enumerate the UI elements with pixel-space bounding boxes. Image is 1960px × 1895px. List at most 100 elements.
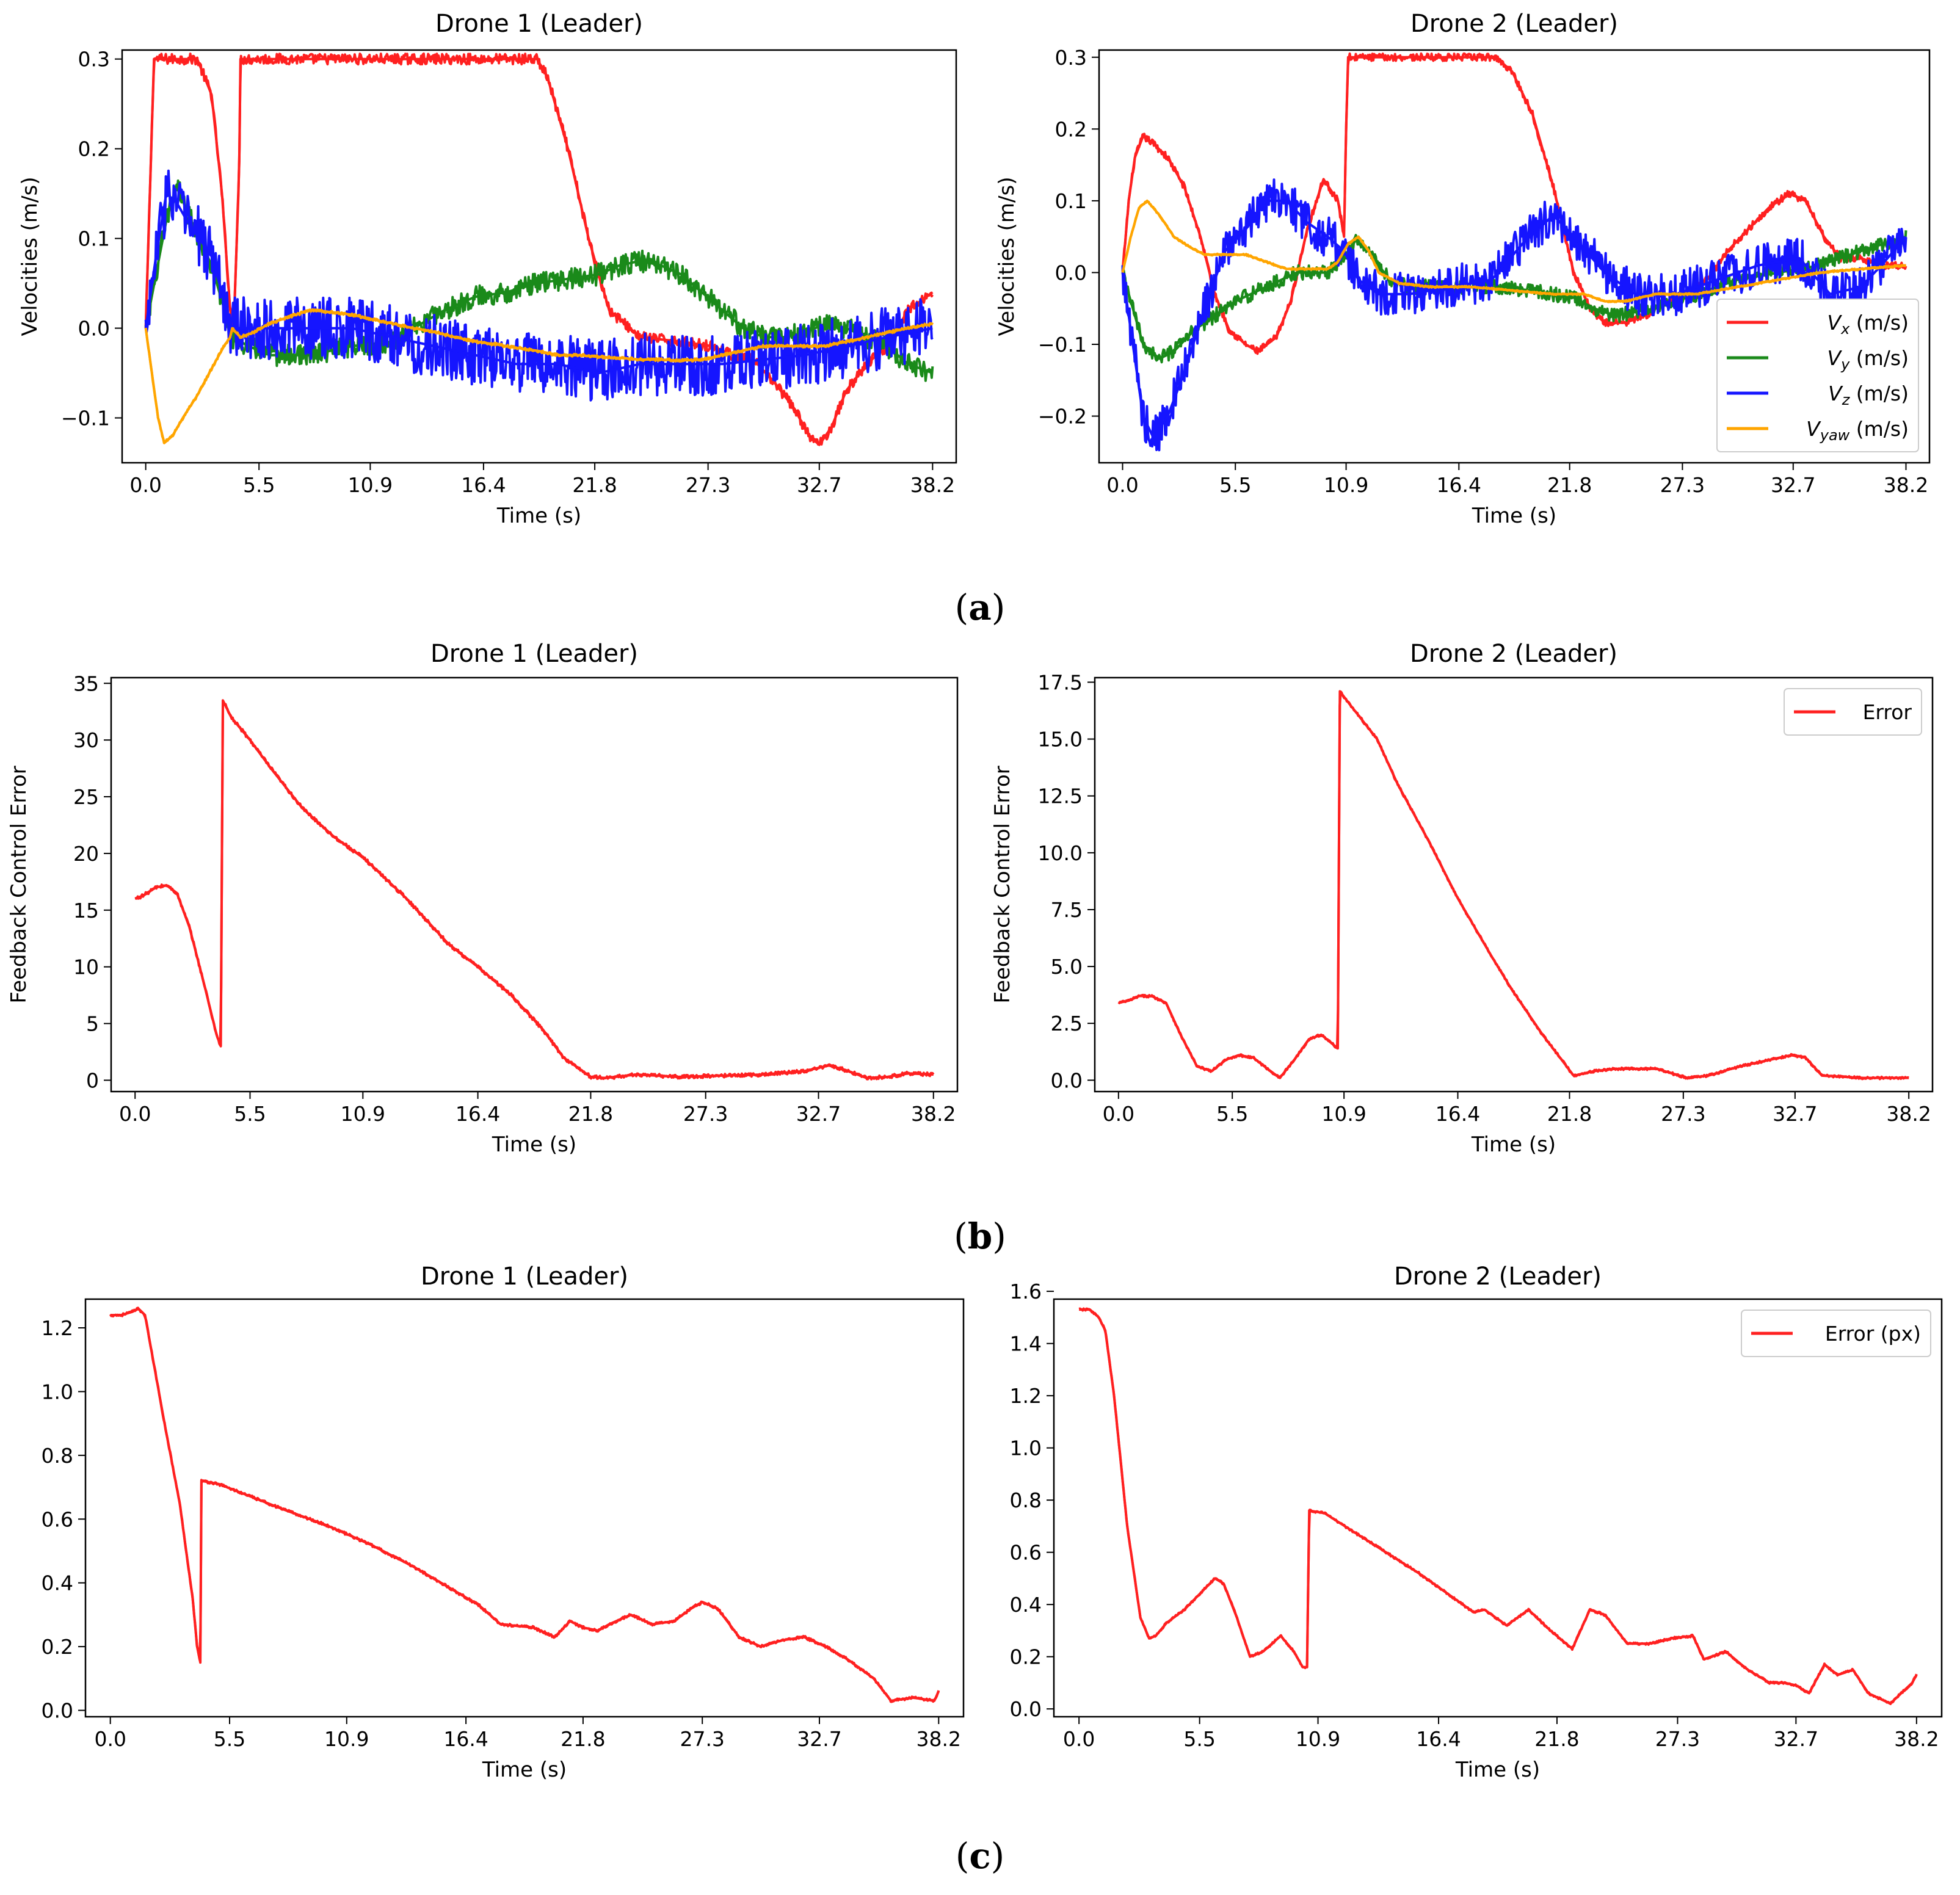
x-tick-label: 10.9 <box>1296 1727 1340 1751</box>
x-tick-label: 38.2 <box>1886 1102 1931 1126</box>
y-tick-label: 0.6 <box>42 1507 73 1531</box>
series-line-err <box>134 700 935 1081</box>
y-tick-label: 20 <box>73 842 99 866</box>
y-tick-label: 0.0 <box>78 317 110 341</box>
y-tick-label: 0.3 <box>1055 46 1087 70</box>
y-tick-label: −0.1 <box>61 407 110 430</box>
y-axis-label: Velocities (m/s) <box>18 177 42 336</box>
x-tick-label: 16.4 <box>456 1102 500 1126</box>
legend: Vx (m/s) Vy (m/s) Vz (m/s) Vyaw (m/s) <box>1716 299 1919 452</box>
series-knots-vyaw <box>1121 199 1906 303</box>
y-tick-label: 35 <box>73 672 99 695</box>
x-tick-label: 27.3 <box>1660 473 1705 497</box>
chart-title: Drone 1 (Leader) <box>435 10 643 38</box>
plot-frame <box>1098 49 1931 464</box>
chart-b1: Drone 1 (Leader) 0.0 5.5 10.9 16.4 21.8 27.3 32… <box>7 640 959 1157</box>
series-knots-err <box>1079 1308 1918 1705</box>
plot-frame <box>1094 676 1934 1093</box>
x-tick-label: 16.4 <box>1416 1727 1461 1751</box>
legend: Error (px) <box>1741 1310 1931 1357</box>
x-tick-label: 21.8 <box>568 1102 613 1126</box>
y-tick-label: 1.2 <box>42 1316 73 1340</box>
x-tick-label: 0.0 <box>1103 1102 1134 1126</box>
x-tick-label: 21.8 <box>1534 1727 1579 1751</box>
y-tick-label: 1.4 <box>1010 1332 1042 1356</box>
x-tick-label: 27.3 <box>680 1727 724 1751</box>
x-tick-label: 10.9 <box>1321 1102 1366 1126</box>
x-tick-label: 5.5 <box>1219 473 1251 497</box>
y-tick-label: 0.2 <box>78 137 110 161</box>
chart-b2: Drone 2 (Leader) 0.0 5.5 10.9 16.4 21.8 27.3 32… <box>990 640 1934 1157</box>
x-tick-label: 38.2 <box>916 1727 961 1751</box>
series-knots-vyaw <box>144 309 933 444</box>
y-tick-label: 0.8 <box>42 1444 73 1468</box>
legend-box <box>1784 688 1922 736</box>
x-axis-label: Time (s) <box>1455 1758 1540 1782</box>
y-tick-label: 5 <box>86 1012 99 1036</box>
x-tick-label: 5.5 <box>214 1727 245 1751</box>
chart-title: Drone 2 (Leader) <box>1410 10 1618 38</box>
y-tick-label: 0.1 <box>1055 189 1087 213</box>
x-tick-label: 32.7 <box>1774 1727 1818 1751</box>
x-tick-label: 16.4 <box>1437 473 1481 497</box>
series-knots-vz <box>1121 199 1907 439</box>
y-tick-label: 0.8 <box>1010 1488 1042 1512</box>
x-tick-label: 10.9 <box>348 473 393 497</box>
y-tick-label: 0 <box>86 1068 99 1092</box>
chart-a2: Drone 2 (Leader) 0.0 5.5 10.9 16.4 21.8 27.3 32… <box>995 10 1931 528</box>
series-knots-vz <box>144 192 933 374</box>
series-knots-err <box>1118 690 1909 1079</box>
x-tick-label: 21.8 <box>572 473 617 497</box>
y-tick-label: 0.4 <box>1010 1593 1042 1617</box>
y-tick-label: 17.5 <box>1038 670 1083 694</box>
x-tick-label: 5.5 <box>243 473 275 497</box>
chart-title: Drone 1 (Leader) <box>421 1263 628 1291</box>
x-tick-label: 0.0 <box>1106 473 1138 497</box>
y-tick-label: 15 <box>73 899 99 922</box>
x-tick-label: 32.7 <box>797 1727 841 1751</box>
x-tick-label: 16.4 <box>1436 1102 1480 1126</box>
y-tick-label: 10 <box>73 955 99 979</box>
x-axis-label: Time (s) <box>496 504 581 528</box>
y-tick-label: 0.1 <box>78 227 110 251</box>
x-tick-label: 16.4 <box>443 1727 488 1751</box>
plot-frame <box>110 676 959 1093</box>
y-axis-label: Feedback Control Error <box>990 766 1015 1003</box>
legend-label-vx: Vx (m/s) <box>1828 311 1909 338</box>
x-tick-label: 16.4 <box>461 473 506 497</box>
x-tick-label: 0.0 <box>94 1727 126 1751</box>
y-tick-label: 15.0 <box>1038 728 1083 752</box>
chart-title: Drone 2 (Leader) <box>1394 1263 1602 1291</box>
x-tick-label: 32.7 <box>1771 473 1815 497</box>
series-knots-vx <box>144 57 934 446</box>
x-tick-label: 27.3 <box>1655 1727 1700 1751</box>
chart-c2: Drone 2 (Leader) 0.0 5.5 10.9 16.4 21.8 27.3 32… <box>1010 1263 1943 1782</box>
x-tick-label: 38.2 <box>910 473 955 497</box>
legend-label-err: Error <box>1863 700 1912 724</box>
series-knots-vx <box>1121 56 1906 353</box>
series-knots-err <box>134 699 934 1079</box>
x-tick-label: 32.7 <box>1773 1102 1817 1126</box>
chart-a1: Drone 1 (Leader) 0.0 5.5 10.9 16.4 21.8 27.3 32… <box>18 10 957 528</box>
x-tick-label: 0.0 <box>119 1102 151 1126</box>
x-tick-label: 5.5 <box>1183 1727 1215 1751</box>
x-tick-label: 10.9 <box>1324 473 1368 497</box>
series-line-err <box>1078 1307 1918 1705</box>
y-tick-label: 1.2 <box>1010 1384 1042 1408</box>
y-tick-label: 0.0 <box>1010 1697 1042 1721</box>
chart-title: Drone 2 (Leader) <box>1410 640 1617 668</box>
y-tick-label: 0.0 <box>42 1699 73 1723</box>
legend-box <box>1741 1310 1931 1357</box>
y-tick-label: −0.1 <box>1038 333 1087 357</box>
y-axis-label: Feedback Control Error <box>7 766 31 1003</box>
x-tick-label: 5.5 <box>234 1102 266 1126</box>
y-tick-label: 1.0 <box>42 1380 73 1404</box>
caption-b: (b) <box>954 1216 1006 1257</box>
y-tick-label: 0.4 <box>42 1571 73 1595</box>
x-axis-label: Time (s) <box>1472 504 1556 528</box>
series-line-vx <box>144 53 934 446</box>
y-tick-label: 0.2 <box>1010 1645 1042 1669</box>
x-tick-label: 21.8 <box>1547 473 1592 497</box>
y-tick-label: 10.0 <box>1038 841 1083 865</box>
